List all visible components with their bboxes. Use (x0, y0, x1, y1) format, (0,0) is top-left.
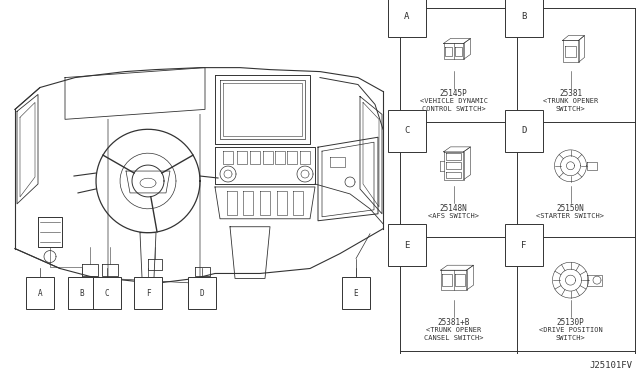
Text: B: B (521, 12, 526, 21)
Text: C: C (404, 126, 410, 135)
Text: <STARTER SWITCH>: <STARTER SWITCH> (536, 213, 605, 219)
Text: 25145P: 25145P (440, 90, 467, 99)
Text: <AFS SWITCH>: <AFS SWITCH> (428, 213, 479, 219)
Text: <TRUNK OPENER: <TRUNK OPENER (543, 99, 598, 105)
Text: D: D (521, 126, 526, 135)
Text: E: E (404, 241, 410, 250)
Text: E: E (354, 289, 358, 298)
Text: CONTROL SWITCH>: CONTROL SWITCH> (422, 106, 485, 112)
Text: 25381: 25381 (559, 90, 582, 99)
Text: D: D (200, 289, 204, 298)
Text: C: C (105, 289, 109, 298)
Text: <DRIVE POSITION: <DRIVE POSITION (539, 327, 602, 333)
Text: SWITCH>: SWITCH> (556, 106, 586, 112)
Text: 25381+B: 25381+B (437, 318, 470, 327)
Text: CANSEL SWITCH>: CANSEL SWITCH> (424, 335, 483, 341)
Text: J25101FV: J25101FV (589, 361, 632, 370)
Text: SWITCH>: SWITCH> (556, 335, 586, 341)
Text: 25130P: 25130P (557, 318, 584, 327)
Text: F: F (146, 289, 150, 298)
Text: A: A (38, 289, 42, 298)
Text: 25148N: 25148N (440, 204, 467, 213)
Text: 25150N: 25150N (557, 204, 584, 213)
Text: A: A (404, 12, 410, 21)
Text: B: B (80, 289, 84, 298)
Text: <TRUNK OPENER: <TRUNK OPENER (426, 327, 481, 333)
Text: <VEHICLE DYNAMIC: <VEHICLE DYNAMIC (419, 99, 488, 105)
Text: F: F (521, 241, 526, 250)
